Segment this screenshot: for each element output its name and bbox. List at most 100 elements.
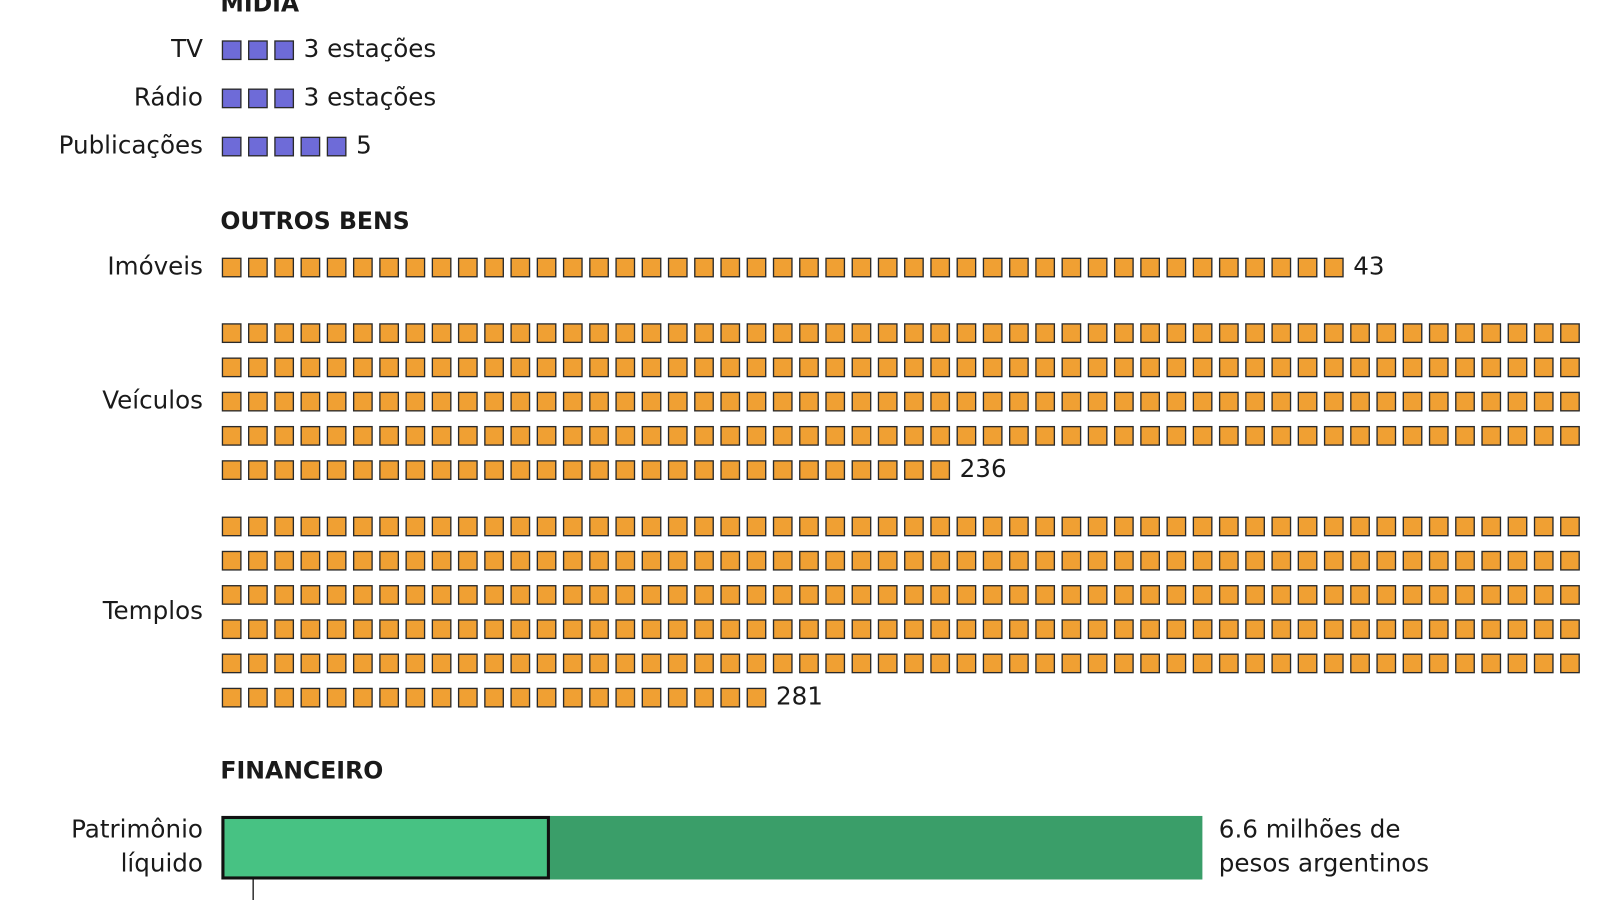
unit-square (221, 323, 242, 344)
unit-square (1507, 425, 1528, 446)
unit-square (930, 323, 951, 344)
unit-square (1481, 516, 1502, 537)
unit-square (589, 550, 609, 571)
unit-square (1402, 585, 1423, 605)
unit-square (1455, 550, 1475, 571)
unit-square (825, 257, 846, 278)
unit-square (1140, 425, 1161, 446)
unit-square (352, 687, 373, 708)
unit-square (300, 460, 321, 480)
value-label-box: 6.6 milhões de pesos argentinos (1219, 815, 1429, 878)
unit-square (1402, 619, 1423, 640)
unit-square (1428, 619, 1449, 640)
unit-square (851, 460, 872, 480)
unit-square (1166, 425, 1187, 446)
unit-square (379, 516, 400, 537)
unit-square (1035, 653, 1056, 674)
unit-square (510, 653, 531, 674)
unit-square (956, 323, 977, 344)
unit-square (484, 425, 504, 446)
value-label: 281 (776, 682, 823, 711)
unit-square (510, 460, 531, 480)
unit-square (326, 323, 347, 344)
unit-square (484, 257, 504, 278)
unit-square (1455, 323, 1475, 344)
unit-square (1350, 516, 1370, 537)
unit-square (1061, 653, 1082, 674)
unit-square (1507, 619, 1528, 640)
unit-square (457, 585, 478, 605)
unit-square (930, 619, 951, 640)
unit-square (1376, 585, 1397, 605)
unit-square (1323, 619, 1344, 640)
unit-square (1192, 257, 1213, 278)
unit-square (352, 323, 373, 344)
unit-square (300, 687, 321, 708)
unit-square (1533, 357, 1554, 378)
unit-square (825, 357, 846, 378)
unit-square (1297, 425, 1318, 446)
unit-square (930, 516, 951, 537)
unit-square (248, 550, 268, 571)
unit-square (1166, 550, 1187, 571)
unit-group (221, 40, 295, 61)
unit-square (1009, 323, 1029, 344)
unit-square (1166, 619, 1187, 640)
unit-square (1428, 391, 1449, 412)
unit-square (379, 653, 400, 674)
unit-square (248, 357, 268, 378)
unit-square (694, 550, 714, 571)
unit-square (431, 357, 452, 378)
unit-square (1009, 425, 1029, 446)
unit-square (457, 653, 478, 674)
unit-square (1297, 323, 1318, 344)
unit-square (1481, 653, 1502, 674)
unit-square (562, 323, 583, 344)
unit-square (510, 425, 531, 446)
unit-square (405, 550, 426, 571)
unit-square (589, 653, 609, 674)
unit-square (746, 425, 767, 446)
unit-square (877, 323, 898, 344)
unit-square (1560, 357, 1580, 378)
unit-square (405, 357, 426, 378)
unit-square (1533, 516, 1554, 537)
unit-square (562, 653, 583, 674)
unit-square (1350, 550, 1370, 571)
unit-square (1455, 391, 1475, 412)
unit-square (1402, 391, 1423, 412)
unit-square (1323, 425, 1344, 446)
unit-square (431, 391, 452, 412)
unit-square (352, 653, 373, 674)
unit-square (1087, 550, 1108, 571)
unit-square (667, 585, 688, 605)
unit-square (1113, 516, 1134, 537)
unit-square (589, 425, 609, 446)
section-title: OUTROS BENS (220, 207, 409, 235)
unit-square (746, 460, 767, 480)
unit-square (1560, 653, 1580, 674)
unit-square (877, 585, 898, 605)
unit-square (720, 687, 741, 708)
unit-square (877, 653, 898, 674)
unit-square (877, 550, 898, 571)
unit-square (956, 653, 977, 674)
unit-square (1560, 585, 1580, 605)
unit-square (1087, 425, 1108, 446)
unit-square (1507, 516, 1528, 537)
unit-square (274, 88, 295, 109)
unit-square (431, 619, 452, 640)
unit-square (536, 653, 557, 674)
unit-square (1376, 323, 1397, 344)
unit-square (274, 391, 295, 412)
unit-square (982, 619, 1003, 640)
unit-square (877, 425, 898, 446)
unit-square (1166, 357, 1187, 378)
unit-square (1297, 391, 1318, 412)
unit-square (1533, 391, 1554, 412)
unit-square (825, 585, 846, 605)
unit-square (221, 391, 242, 412)
unit-square (851, 357, 872, 378)
unit-square (300, 323, 321, 344)
unit-square (982, 550, 1003, 571)
